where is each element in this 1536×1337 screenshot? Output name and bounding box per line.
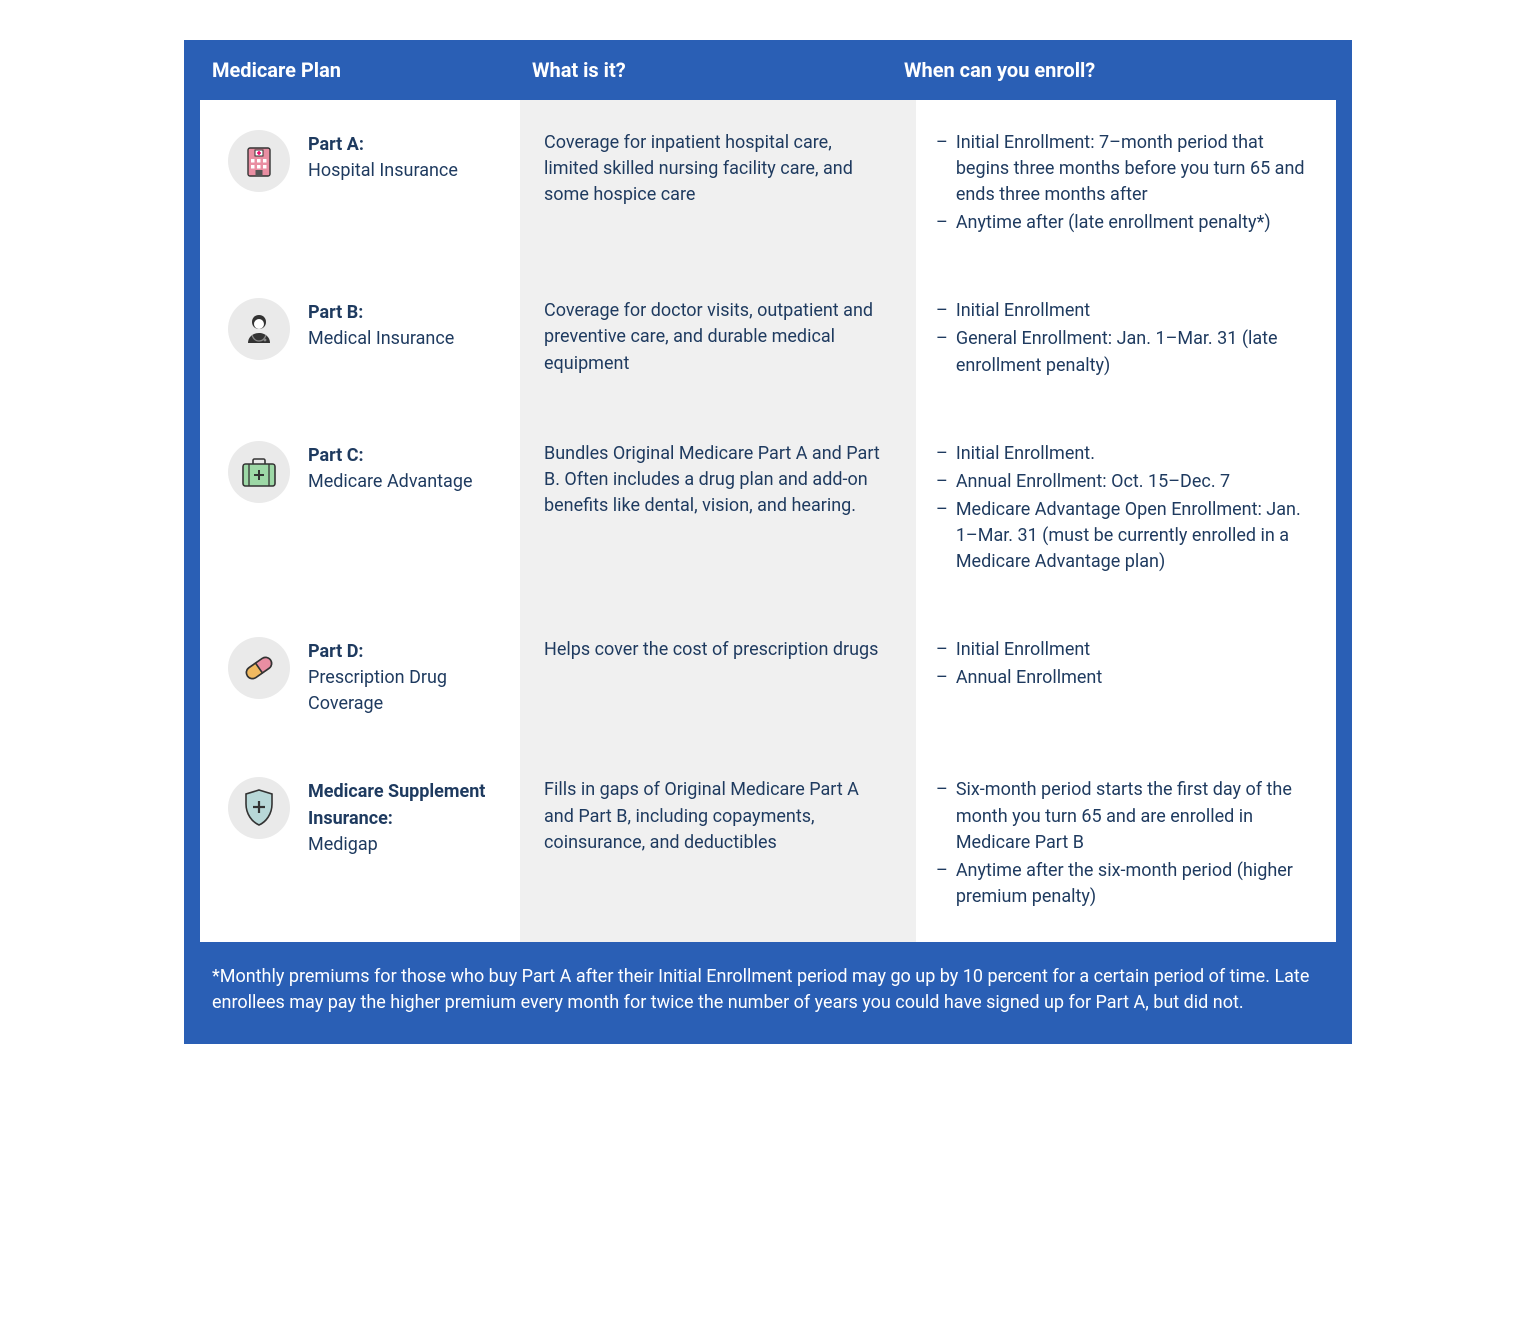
dash: –	[936, 637, 948, 663]
description-cell: Coverage for inpatient hospital care, li…	[520, 100, 916, 268]
enrollment-item: –Medicare Advantage Open Enrollment: Jan…	[936, 497, 1312, 575]
enrollment-cell: –Initial Enrollment–Annual Enrollment	[916, 607, 1336, 747]
plan-title: Medicare Supplement Insurance:	[308, 779, 496, 831]
dash: –	[936, 210, 948, 236]
enrollment-item: –Six-month period starts the first day o…	[936, 777, 1312, 855]
medicare-table-frame: Medicare Plan What is it? When can you e…	[184, 40, 1352, 1044]
table-body: Part A:Hospital Insurance Coverage for in…	[200, 100, 1336, 942]
dash: –	[936, 130, 948, 208]
enrollment-item: –Annual Enrollment: Oct. 15–Dec. 7	[936, 469, 1312, 495]
plan-text: Part B:Medical Insurance	[308, 298, 454, 352]
plan-text: Part C:Medicare Advantage	[308, 441, 473, 495]
header-enroll: When can you enroll?	[904, 58, 1324, 82]
plan-subtitle: Medicare Advantage	[308, 469, 473, 495]
enrollment-item: –Anytime after (late enrollment penalty*…	[936, 210, 1312, 236]
footnote-text: *Monthly premiums for those who buy Part…	[184, 942, 1352, 1028]
enrollment-cell: –Six-month period starts the first day o…	[916, 747, 1336, 941]
enrollment-cell: –Initial Enrollment.–Annual Enrollment: …	[916, 411, 1336, 607]
enrollment-text: Anytime after (late enrollment penalty*)	[956, 210, 1312, 236]
medkit-icon	[238, 452, 280, 492]
enrollment-item: –Anytime after the six-month period (hig…	[936, 858, 1312, 910]
enrollment-text: Annual Enrollment	[956, 665, 1312, 691]
enrollment-item: –Initial Enrollment: 7–month period that…	[936, 130, 1312, 208]
plan-title: Part D:	[308, 639, 496, 665]
plan-cell: Medicare Supplement Insurance:Medigap	[200, 747, 520, 941]
dash: –	[936, 441, 948, 467]
enrollment-item: –Initial Enrollment.	[936, 441, 1312, 467]
enrollment-cell: –Initial Enrollment: 7–month period that…	[916, 100, 1336, 268]
plan-title: Part A:	[308, 132, 458, 158]
enrollment-text: Six-month period starts the first day of…	[956, 777, 1312, 855]
doctor-icon-circle	[228, 298, 290, 360]
plan-title: Part C:	[308, 443, 473, 469]
plan-subtitle: Medigap	[308, 832, 496, 858]
description-cell: Coverage for doctor visits, outpatient a…	[520, 268, 916, 410]
doctor-icon	[239, 309, 279, 349]
hospital-icon	[239, 141, 279, 181]
pill-icon	[238, 648, 280, 688]
plan-cell: Part C:Medicare Advantage	[200, 411, 520, 607]
dash: –	[936, 858, 948, 910]
enrollment-text: Medicare Advantage Open Enrollment: Jan.…	[956, 497, 1312, 575]
dash: –	[936, 497, 948, 575]
enrollment-item: –Initial Enrollment	[936, 637, 1312, 663]
header-plan: Medicare Plan	[212, 58, 532, 82]
enrollment-item: –Initial Enrollment	[936, 298, 1312, 324]
enrollment-text: General Enrollment: Jan. 1–Mar. 31 (late…	[956, 326, 1312, 378]
plan-subtitle: Hospital Insurance	[308, 158, 458, 184]
enrollment-item: –Annual Enrollment	[936, 665, 1312, 691]
dash: –	[936, 469, 948, 495]
plan-cell: Part B:Medical Insurance	[200, 268, 520, 410]
plan-subtitle: Medical Insurance	[308, 326, 454, 352]
hospital-icon-circle	[228, 130, 290, 192]
enrollment-text: Initial Enrollment	[956, 637, 1312, 663]
plan-cell: Part A:Hospital Insurance	[200, 100, 520, 268]
medkit-icon-circle	[228, 441, 290, 503]
header-what: What is it?	[532, 58, 904, 82]
plan-text: Part A:Hospital Insurance	[308, 130, 458, 184]
plan-title: Part B:	[308, 300, 454, 326]
enrollment-item: –General Enrollment: Jan. 1–Mar. 31 (lat…	[936, 326, 1312, 378]
enrollment-text: Initial Enrollment	[956, 298, 1312, 324]
description-cell: Fills in gaps of Original Medicare Part …	[520, 747, 916, 941]
enrollment-cell: –Initial Enrollment–General Enrollment: …	[916, 268, 1336, 410]
shield-icon	[239, 786, 279, 830]
enrollment-text: Anytime after the six-month period (high…	[956, 858, 1312, 910]
dash: –	[936, 665, 948, 691]
description-cell: Bundles Original Medicare Part A and Par…	[520, 411, 916, 607]
plan-text: Part D:Prescription Drug Coverage	[308, 637, 496, 717]
plan-text: Medicare Supplement Insurance:Medigap	[308, 777, 496, 857]
pill-icon-circle	[228, 637, 290, 699]
enrollment-text: Initial Enrollment.	[956, 441, 1312, 467]
plan-subtitle: Prescription Drug Coverage	[308, 665, 496, 717]
enrollment-text: Annual Enrollment: Oct. 15–Dec. 7	[956, 469, 1312, 495]
dash: –	[936, 298, 948, 324]
table-header-row: Medicare Plan What is it? When can you e…	[184, 40, 1352, 100]
dash: –	[936, 777, 948, 855]
description-cell: Helps cover the cost of prescription dru…	[520, 607, 916, 747]
dash: –	[936, 326, 948, 378]
enrollment-text: Initial Enrollment: 7–month period that …	[956, 130, 1312, 208]
plan-cell: Part D:Prescription Drug Coverage	[200, 607, 520, 747]
shield-icon-circle	[228, 777, 290, 839]
